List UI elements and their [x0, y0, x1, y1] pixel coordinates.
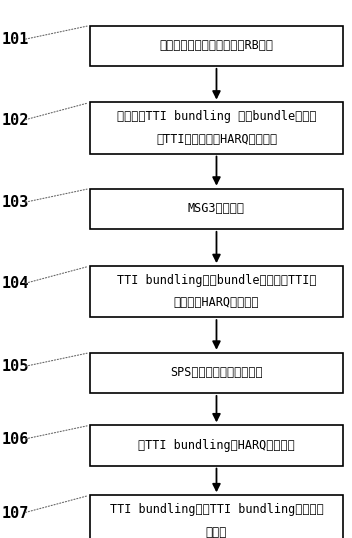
- Text: 107: 107: [2, 506, 29, 521]
- Text: 106: 106: [2, 432, 29, 447]
- Text: 非自适应HARQ重传调度: 非自适应HARQ重传调度: [174, 296, 259, 309]
- Text: 103: 103: [2, 195, 29, 210]
- Text: SPS半静态调度或动态调度: SPS半静态调度或动态调度: [170, 366, 263, 379]
- Bar: [90, 103, 343, 154]
- Text: TTI bundling和非TTI bundling的动态新: TTI bundling和非TTI bundling的动态新: [109, 503, 323, 516]
- Text: 根据小区配置初始化调度的RB资源: 根据小区配置初始化调度的RB资源: [159, 39, 274, 52]
- Bar: [90, 353, 343, 393]
- Text: 102: 102: [2, 113, 29, 128]
- Bar: [90, 266, 343, 317]
- Text: MSG3新传调度: MSG3新传调度: [188, 202, 245, 215]
- Text: 105: 105: [2, 359, 29, 374]
- Text: 104: 104: [2, 277, 29, 292]
- Text: TTI bundling一个bundle内第一个TTI的: TTI bundling一个bundle内第一个TTI的: [117, 274, 316, 287]
- Text: 101: 101: [2, 32, 29, 47]
- Bar: [90, 495, 343, 538]
- Text: 已调度的TTI bundling 一个bundle内后三: 已调度的TTI bundling 一个bundle内后三: [117, 110, 316, 123]
- Text: 非TTI bundling的HARQ重传调度: 非TTI bundling的HARQ重传调度: [138, 439, 295, 452]
- Bar: [90, 189, 343, 229]
- Text: 传调度: 传调度: [206, 526, 227, 538]
- Bar: [90, 25, 343, 66]
- Bar: [90, 425, 343, 466]
- Text: 个TTI的非自适应HARQ重传调度: 个TTI的非自适应HARQ重传调度: [156, 133, 277, 146]
